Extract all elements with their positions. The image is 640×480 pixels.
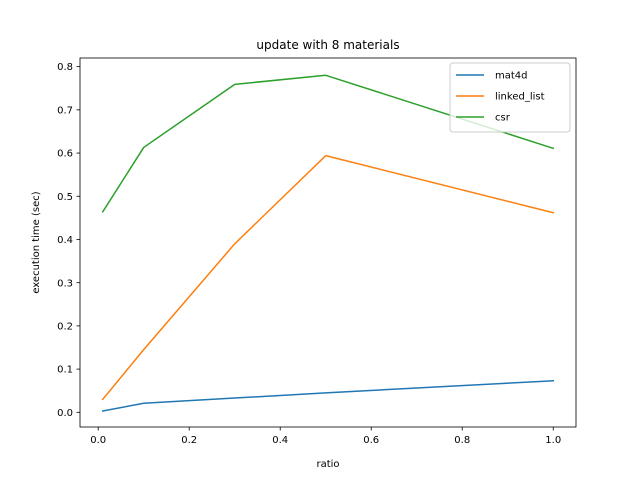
y-tick-label: 0.1 [57,365,73,376]
y-axis-label: execution time (sec) [31,191,42,293]
y-tick-label: 0.2 [57,321,73,332]
series-line-mat4d [101,379,555,412]
y-tick-label: 0.4 [57,235,73,246]
x-tick-label: 0.0 [90,435,106,446]
legend-label-mat4d: mat4d [495,71,528,82]
axes-frame [79,57,577,428]
y-tick-label: 0.0 [57,408,73,419]
legend-label-linked-list: linked_list [495,92,545,103]
legend-label-csr: csr [495,113,511,124]
x-tick-label: 0.8 [454,435,470,446]
y-tick-label: 0.7 [57,105,73,116]
y-tick-label: 0.3 [57,278,73,289]
legend-box [449,62,571,133]
x-tick-label: 0.4 [272,435,288,446]
y-tick-label: 0.6 [57,149,73,160]
x-axis-label: ratio [316,459,339,470]
axes-layer: 0.0 0.2 0.4 0.6 0.8 1.0 0.0 0.1 0.2 0.3 0.4 0.5 0.6 0… [57,57,577,446]
x-tick-label: 0.6 [363,435,379,446]
x-tick-label: 1.0 [545,435,561,446]
series-line-csr [101,74,555,213]
chart-title: update with 8 materials [256,38,399,52]
series-layer [101,74,555,412]
y-tick-label: 0.5 [57,192,73,203]
y-tick-label: 0.8 [57,62,73,73]
x-tick-label: 0.2 [181,435,197,446]
series-line-linked-list [101,154,555,401]
